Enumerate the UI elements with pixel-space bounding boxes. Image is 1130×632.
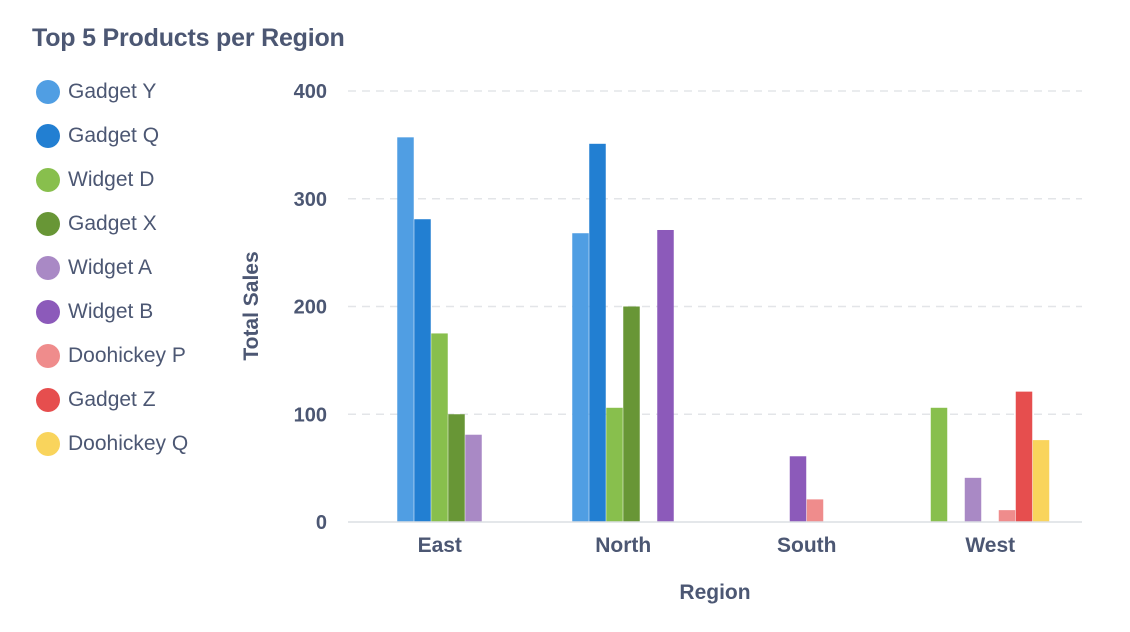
x-tick-label: East bbox=[418, 534, 462, 557]
x-axis-ticks: East North South West bbox=[418, 534, 1016, 557]
legend-swatch bbox=[36, 124, 60, 148]
legend-label: Gadget Y bbox=[68, 80, 157, 103]
bar[interactable] bbox=[1032, 440, 1050, 522]
chart-title: Top 5 Products per Region bbox=[32, 24, 345, 52]
legend-swatch bbox=[36, 300, 60, 324]
legend-item[interactable]: Doohickey P bbox=[36, 334, 188, 378]
bars bbox=[397, 137, 1050, 523]
x-axis-label: Region bbox=[679, 581, 750, 604]
legend-swatch bbox=[36, 388, 60, 412]
y-axis-label: Total Sales bbox=[240, 251, 263, 360]
legend: Gadget Y Gadget Q Widget D Gadget X Widget A… bbox=[36, 70, 188, 466]
legend-label: Widget D bbox=[68, 168, 155, 191]
bar[interactable] bbox=[964, 477, 982, 522]
bar[interactable] bbox=[465, 434, 482, 522]
x-tick-label: North bbox=[595, 534, 651, 557]
legend-item[interactable]: Widget A bbox=[36, 246, 188, 290]
legend-swatch bbox=[36, 80, 60, 104]
legend-label: Gadget Z bbox=[68, 388, 156, 411]
legend-swatch bbox=[36, 256, 60, 280]
bar[interactable] bbox=[572, 233, 589, 523]
legend-item[interactable]: Gadget Y bbox=[36, 70, 188, 114]
legend-item[interactable]: Gadget Q bbox=[36, 114, 188, 158]
bar[interactable] bbox=[998, 510, 1016, 522]
legend-swatch bbox=[36, 344, 60, 368]
bar[interactable] bbox=[606, 407, 623, 522]
bar[interactable] bbox=[623, 306, 640, 523]
y-tick-label: 200 bbox=[294, 297, 327, 319]
legend-item[interactable]: Gadget X bbox=[36, 202, 188, 246]
legend-swatch bbox=[36, 168, 60, 192]
bar[interactable] bbox=[789, 456, 807, 522]
bar[interactable] bbox=[657, 229, 674, 522]
legend-label: Gadget Q bbox=[68, 124, 160, 147]
legend-label: Widget B bbox=[68, 300, 154, 323]
bar[interactable] bbox=[414, 219, 431, 522]
legend-item[interactable]: Widget B bbox=[36, 290, 188, 334]
gridlines bbox=[348, 90, 1082, 415]
y-tick-label: 0 bbox=[316, 512, 327, 534]
bar[interactable] bbox=[589, 143, 606, 523]
bar[interactable] bbox=[397, 137, 414, 522]
legend-label: Widget A bbox=[68, 256, 153, 279]
bar[interactable] bbox=[806, 499, 824, 522]
bar[interactable] bbox=[448, 414, 465, 522]
legend-item[interactable]: Doohickey Q bbox=[36, 422, 188, 466]
legend-swatch bbox=[36, 432, 60, 456]
legend-label: Doohickey P bbox=[68, 344, 186, 367]
y-tick-label: 400 bbox=[294, 81, 327, 103]
y-tick-label: 300 bbox=[294, 189, 327, 211]
legend-swatch bbox=[36, 212, 60, 236]
bar[interactable] bbox=[431, 333, 448, 522]
y-axis-ticks: 0 100 200 300 400 bbox=[294, 81, 327, 534]
legend-item[interactable]: Gadget Z bbox=[36, 378, 188, 422]
y-tick-label: 100 bbox=[294, 404, 327, 426]
bar[interactable] bbox=[930, 407, 948, 522]
bar[interactable] bbox=[1015, 391, 1033, 522]
x-tick-label: South bbox=[777, 534, 836, 557]
legend-label: Doohickey Q bbox=[68, 432, 189, 455]
x-tick-label: West bbox=[965, 534, 1015, 557]
legend-label: Gadget X bbox=[68, 212, 157, 235]
legend-item[interactable]: Widget D bbox=[36, 158, 188, 202]
